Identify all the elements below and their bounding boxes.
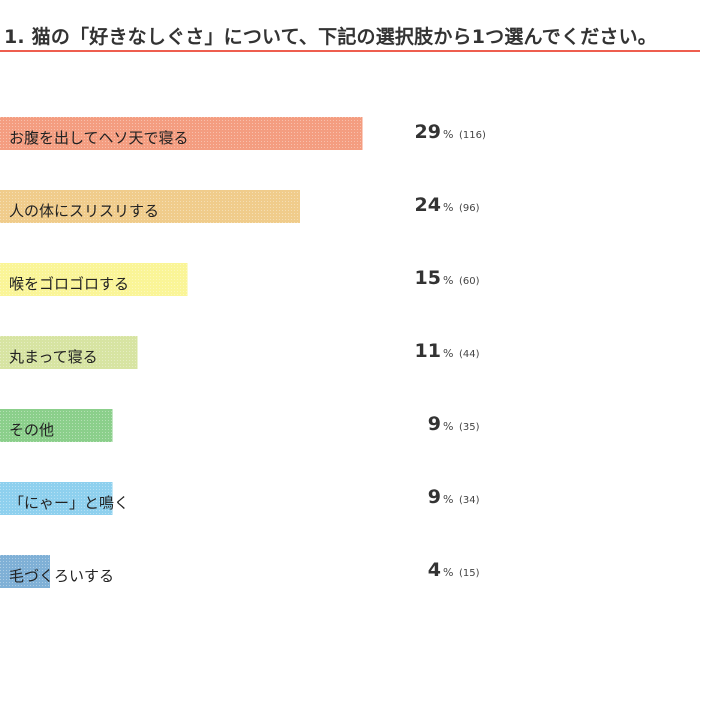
bar-label: 丸まって寝る (9, 348, 98, 366)
page-title: 1. 猫の「好きなしぐさ」について、下記の選択肢から1つ選んでください。 (4, 26, 658, 48)
percent-value: 24 (415, 194, 441, 216)
bar-label: 人の体にスリスリする (9, 202, 159, 220)
percent-value: 11 (415, 340, 441, 362)
respondent-count: (34) (459, 495, 480, 506)
bar-row: 人の体にスリスリする 24% (96) (0, 190, 480, 223)
bar-texture (0, 482, 113, 515)
bar-row: 毛づくろいする 4% (15) (0, 555, 480, 588)
respondent-count: (15) (459, 568, 480, 579)
percent-value: 29 (415, 121, 441, 143)
bar-label: その他 (9, 421, 54, 439)
percent-value: 9 (428, 486, 441, 508)
bar-row: その他 9% (35) (0, 409, 480, 442)
bar-row: お腹を出してヘソ天で寝る 29% (116) (0, 117, 486, 150)
bar-label: お腹を出してヘソ天で寝る (9, 129, 189, 147)
bar-row: 「にゃー」と鳴く 9% (34) (0, 482, 480, 515)
bar-label: 「にゃー」と鳴く (9, 494, 129, 512)
bar-texture (0, 555, 50, 588)
bar-texture (0, 409, 113, 442)
percent-value: 9 (428, 413, 441, 435)
bar-texture (0, 190, 300, 223)
percent-sign: % (443, 201, 453, 214)
respondent-count: (60) (459, 276, 480, 287)
percent-sign: % (443, 493, 453, 506)
percent-sign: % (443, 347, 453, 360)
percent-sign: % (443, 420, 453, 433)
bar-texture (0, 117, 363, 150)
percent-value: 4 (428, 559, 441, 581)
percent-sign: % (443, 128, 453, 141)
percent-sign: % (443, 566, 453, 579)
bar-texture (0, 263, 188, 296)
bar-row: 喉をゴロゴロする 15% (60) (0, 263, 480, 296)
respondent-count: (35) (459, 422, 480, 433)
title-divider (0, 50, 700, 52)
bar-label: 喉をゴロゴロする (9, 275, 129, 293)
bar-row: 丸まって寝る 11% (44) (0, 336, 480, 369)
respondent-count: (96) (459, 203, 480, 214)
respondent-count: (116) (459, 130, 486, 141)
percent-value: 15 (415, 267, 441, 289)
bar-label: 毛づくろいする (9, 567, 114, 585)
respondent-count: (44) (459, 349, 480, 360)
bar-texture (0, 336, 138, 369)
percent-sign: % (443, 274, 453, 287)
